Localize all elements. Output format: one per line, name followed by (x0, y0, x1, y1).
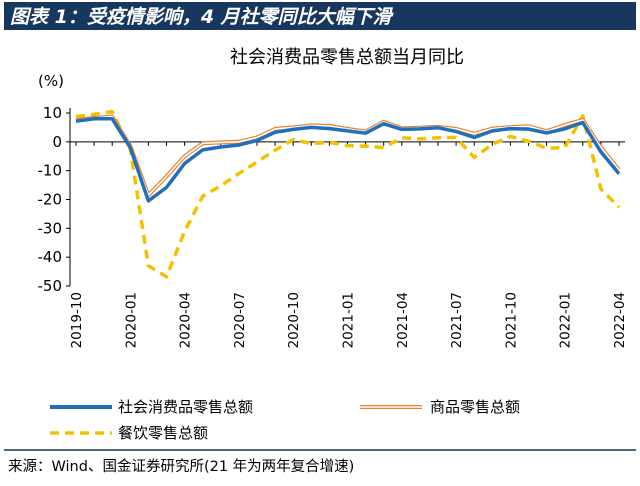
series-line-catering (75, 109, 621, 279)
x-tick-label: 2020-10 (286, 292, 302, 348)
y-tick-label: -30 (38, 219, 63, 237)
series-line-total (75, 117, 621, 203)
y-axis-unit: (%) (38, 72, 64, 90)
x-tick-label: 2020-01 (123, 292, 139, 348)
chart-title: 社会消费品零售总额当月同比 (230, 47, 464, 68)
series-lines (75, 109, 621, 279)
series-line-goods-inner (75, 115, 620, 196)
x-tick-label: 2020-04 (178, 292, 194, 348)
x-tick-label: 2022-04 (612, 292, 628, 348)
x-tick-label: 2019-10 (69, 292, 85, 348)
legend-label-total: 社会消费品零售总额 (118, 398, 253, 416)
figure-title-bar (4, 2, 636, 30)
x-tick-label: 2022-01 (558, 292, 574, 348)
x-tick-label: 2021-07 (449, 292, 465, 348)
figure-title: 图表 1：受疫情影响，4 月社零同比大幅下滑 (10, 6, 395, 28)
legend: 社会消费品零售总额 商品零售总额 餐饮零售总额 (50, 398, 520, 442)
y-tick-label: 0 (52, 133, 62, 151)
y-tick-label: -50 (38, 277, 63, 295)
y-tick-label: -20 (38, 191, 63, 209)
source-note: 来源：Wind、国金证券研究所(21 年为两年复合增速) (8, 457, 354, 475)
y-tick-label: 10 (43, 104, 62, 122)
y-tick-label: -40 (38, 248, 63, 266)
legend-label-goods: 商品零售总额 (430, 398, 520, 416)
x-ticks: 2019-10 2020-01 2020-04 2020-07 2020-10 2021-… (69, 141, 628, 348)
legend-label-catering: 餐饮零售总额 (118, 424, 208, 442)
y-ticks: 10 0 -10 -20 -30 -40 -50 (38, 104, 70, 295)
y-tick-label: -10 (38, 162, 63, 180)
x-tick-label: 2021-10 (503, 292, 519, 348)
x-tick-label: 2021-01 (341, 292, 357, 348)
x-tick-label: 2020-07 (232, 292, 248, 348)
x-tick-label: 2021-04 (395, 292, 411, 348)
